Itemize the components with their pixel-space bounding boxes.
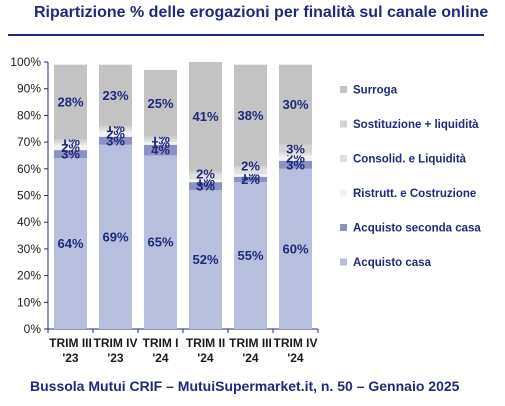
x-category-label: TRIM II bbox=[186, 336, 225, 350]
bar-segment bbox=[279, 168, 312, 329]
bar-segment bbox=[144, 142, 177, 145]
bar-segment bbox=[234, 166, 267, 169]
data-label: 3% bbox=[196, 179, 215, 194]
bar-segment bbox=[54, 142, 87, 145]
data-label: 38% bbox=[237, 108, 263, 123]
x-category-label: '24 bbox=[242, 351, 259, 365]
y-tick-label: 30% bbox=[17, 242, 41, 256]
legend-label: Acquisto casa bbox=[353, 257, 432, 269]
data-label: 2% bbox=[241, 159, 260, 174]
y-tick-label: 0% bbox=[24, 322, 42, 336]
legend-swatch bbox=[340, 189, 347, 197]
data-label: 3% bbox=[286, 157, 305, 172]
data-label: 28% bbox=[57, 95, 83, 110]
x-category-label: TRIM III bbox=[229, 336, 272, 350]
bar-segment bbox=[144, 139, 177, 143]
legend-label: Acquisto seconda casa bbox=[353, 223, 481, 235]
y-tick-label: 80% bbox=[17, 108, 41, 122]
y-tick-label: 40% bbox=[17, 215, 41, 229]
bar-segment bbox=[54, 150, 87, 159]
bar-segment bbox=[54, 144, 87, 151]
data-label: 23% bbox=[102, 88, 128, 103]
data-label: 4% bbox=[151, 143, 170, 158]
legend-swatch bbox=[340, 224, 347, 231]
data-label: 60% bbox=[282, 241, 308, 256]
y-tick-label: 10% bbox=[17, 295, 41, 309]
data-label: 25% bbox=[147, 96, 173, 111]
data-label: 30% bbox=[282, 97, 308, 112]
legend: Surroga Sostituzione + liquidità Consolid.… bbox=[340, 85, 481, 269]
data-label: 2% bbox=[196, 167, 215, 182]
legend-swatch bbox=[340, 155, 347, 162]
x-category-label: TRIM I bbox=[143, 336, 179, 350]
data-label: 65% bbox=[147, 235, 173, 250]
data-label: 3% bbox=[106, 133, 125, 148]
data-label: 52% bbox=[192, 252, 218, 267]
bar-segment bbox=[99, 131, 132, 137]
legend-label: Surroga bbox=[353, 85, 398, 97]
bar-segment bbox=[54, 139, 87, 143]
bar-segment bbox=[54, 64, 87, 140]
bar-segment bbox=[99, 126, 132, 129]
bar-segment bbox=[279, 144, 312, 153]
data-label: 3% bbox=[286, 141, 305, 156]
bar-segment bbox=[234, 168, 267, 175]
x-category-label: '23 bbox=[62, 351, 79, 365]
bar-segment bbox=[189, 179, 222, 183]
legend-label: Consolid. e Liquidità bbox=[353, 154, 467, 166]
data-label: 41% bbox=[192, 109, 218, 124]
x-category-label: TRIM IV bbox=[94, 336, 138, 350]
bar-segment bbox=[144, 155, 177, 329]
data-label: 3% bbox=[61, 147, 80, 162]
bar-segment bbox=[189, 182, 222, 191]
legend-swatch bbox=[340, 120, 347, 128]
bar-segment bbox=[54, 158, 87, 329]
bar-segment bbox=[144, 136, 177, 140]
legend-label: Sostituzione + liquidità bbox=[353, 119, 479, 131]
bar-segment bbox=[144, 70, 177, 137]
legend-swatch bbox=[340, 86, 347, 93]
bar-segment bbox=[189, 190, 222, 329]
bar-segment bbox=[189, 171, 222, 175]
x-category-label: '24 bbox=[287, 351, 304, 365]
bar-segment bbox=[279, 152, 312, 156]
x-category-label: TRIM III bbox=[49, 336, 92, 350]
bar-segment bbox=[99, 144, 132, 329]
bar-segment bbox=[99, 136, 132, 145]
bar-segment bbox=[99, 128, 132, 132]
data-label: 64% bbox=[57, 236, 83, 251]
bar-segment bbox=[99, 64, 132, 127]
y-tick-label: 90% bbox=[17, 82, 41, 96]
data-label: 55% bbox=[237, 248, 263, 263]
bar-segment bbox=[234, 182, 267, 329]
source-caption: Bussola Mutui CRIF – MutuiSupermarket.it… bbox=[30, 378, 460, 394]
bar-segment bbox=[144, 144, 177, 156]
bar-segment bbox=[279, 160, 312, 169]
bar-segment bbox=[279, 155, 312, 161]
bar-segment bbox=[234, 174, 267, 177]
x-category-label: '24 bbox=[152, 351, 169, 365]
y-tick-label: 20% bbox=[17, 269, 41, 283]
legend-swatch bbox=[340, 258, 347, 266]
x-category-label: '23 bbox=[107, 351, 124, 365]
bar-segment bbox=[279, 64, 312, 145]
y-tick-label: 70% bbox=[17, 135, 41, 149]
y-tick-label: 50% bbox=[17, 189, 41, 203]
title-divider bbox=[8, 34, 484, 36]
plot-area: 0%10%20%30%40%50%60%70%80%90%100%64%3%2%… bbox=[10, 55, 319, 365]
bar-segment bbox=[189, 174, 222, 180]
bar-segment bbox=[234, 176, 267, 183]
bar-segment bbox=[189, 62, 222, 172]
legend-label: Ristrutt. e Costruzione bbox=[353, 188, 476, 200]
x-category-label: TRIM IV bbox=[274, 336, 318, 350]
data-label: 69% bbox=[102, 229, 128, 244]
x-category-label: '24 bbox=[197, 351, 214, 365]
bar-segment bbox=[234, 64, 267, 167]
y-tick-label: 100% bbox=[10, 55, 41, 69]
y-tick-label: 60% bbox=[17, 162, 41, 176]
chart-title: Ripartizione % delle erogazioni per fina… bbox=[34, 4, 489, 21]
